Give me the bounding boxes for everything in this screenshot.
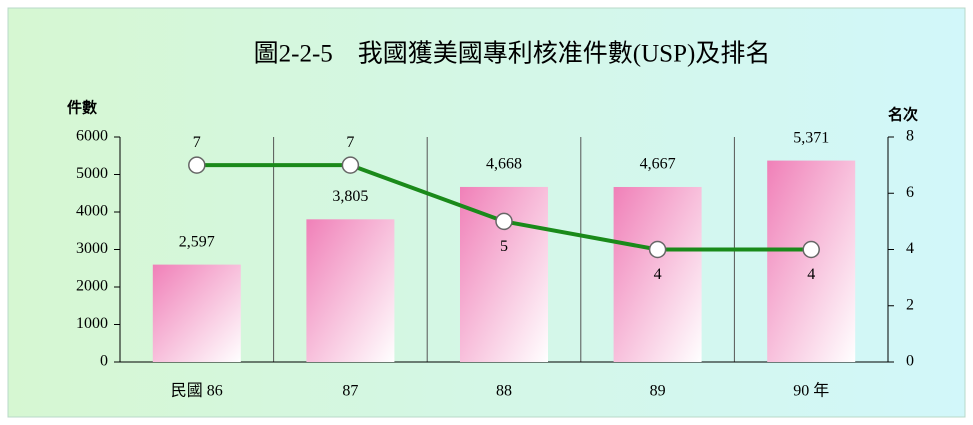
x-tick-label: 87	[342, 383, 358, 400]
y-tick-label: 6000	[76, 128, 108, 145]
chart-title: 圖2-2-5 我國獲美國專利核准件數(USP)及排名	[254, 40, 771, 68]
y2-tick-label: 4	[906, 240, 914, 257]
x-tick-label: 89	[650, 383, 666, 400]
line-marker	[802, 240, 820, 259]
bar-value-label: 4,668	[486, 156, 522, 173]
line-marker	[188, 156, 206, 174]
y-tick-label: 2000	[76, 278, 108, 295]
line-marker	[495, 212, 513, 231]
bar-value-label: 3,805	[332, 188, 368, 205]
y-axis-label: 件數	[67, 99, 97, 117]
bar	[613, 186, 702, 362]
line-value-label: 4	[654, 266, 662, 283]
bar	[306, 219, 395, 362]
line-value-label: 4	[807, 266, 815, 283]
y-tick-label: 3000	[76, 240, 108, 257]
bar-value-label: 4,667	[640, 156, 676, 173]
bar-value-label: 5,371	[793, 129, 829, 146]
line-marker	[648, 240, 667, 259]
x-tick-label: 90 年	[793, 382, 829, 400]
bar	[152, 264, 241, 362]
line-value-label: 7	[346, 134, 354, 151]
y2-tick-label: 0	[906, 353, 914, 370]
y-tick-label: 4000	[76, 203, 108, 220]
y-tick-label: 0	[100, 353, 108, 370]
line-marker	[341, 156, 360, 174]
y2-tick-label: 2	[906, 296, 914, 313]
y2-tick-label: 8	[906, 128, 914, 145]
bar-value-label: 2,597	[179, 233, 215, 250]
x-tick-label: 民國 86	[171, 383, 223, 400]
y-tick-label: 5000	[76, 165, 108, 182]
y2-tick-label: 6	[906, 184, 914, 201]
x-tick-label: 88	[496, 383, 512, 400]
line-value-label: 7	[193, 134, 201, 151]
y2-axis-label: 名次	[888, 106, 918, 124]
bar	[767, 160, 856, 362]
line-value-label: 5	[500, 238, 508, 255]
y-tick-label: 1000	[76, 315, 108, 332]
